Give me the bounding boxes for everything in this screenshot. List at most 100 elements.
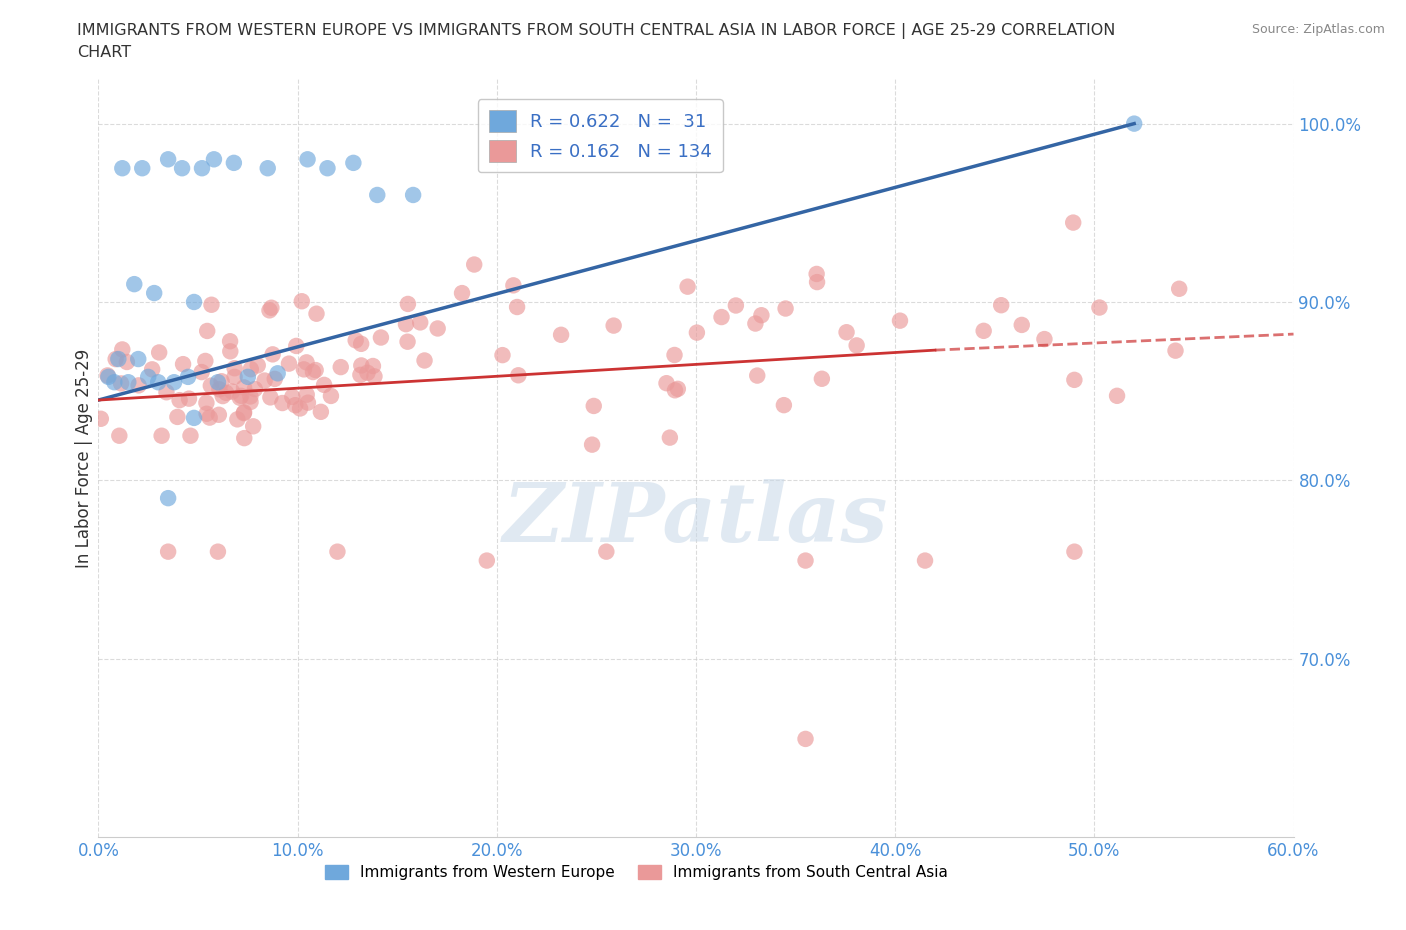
Point [602,318,624,333]
Point [426,321,449,336]
Point [409,315,432,330]
Point [413,353,436,368]
Point [211,374,233,389]
Point [506,299,529,314]
Point [305,363,328,378]
Point [363,369,385,384]
Point [191,161,214,176]
Point [491,348,513,363]
Text: ZIPatlas: ZIPatlas [503,479,889,559]
Point [215,385,238,400]
Point [350,337,373,352]
Point [96,368,118,383]
Point [131,161,153,176]
Point [219,334,242,349]
Point [141,362,163,377]
Point [219,344,242,359]
Point [291,294,314,309]
Point [157,491,180,506]
Point [295,355,318,370]
Point [150,429,173,444]
Point [794,553,817,568]
Point [305,306,328,321]
Point [115,354,138,369]
Point [664,383,686,398]
Point [395,317,418,332]
Point [190,365,212,379]
Point [239,362,262,377]
Point [194,353,217,368]
Point [550,327,572,342]
Point [198,410,221,425]
Point [177,392,200,406]
Point [349,367,371,382]
Point [224,361,246,376]
Point [747,368,769,383]
Point [155,385,177,400]
Point [581,437,603,452]
Point [169,392,191,407]
Point [208,407,231,422]
Point [666,381,689,396]
Point [183,410,205,425]
Point [221,384,243,399]
Point [1063,372,1085,387]
Point [104,352,127,366]
Point [256,161,278,176]
Point [914,553,936,568]
Point [103,375,125,390]
Point [148,345,170,360]
Point [262,347,284,362]
Point [108,429,131,444]
Point [97,369,120,384]
Point [259,303,281,318]
Point [402,188,425,203]
Point [157,152,180,166]
Point [1033,332,1056,347]
Point [1105,389,1128,404]
Point [724,298,747,312]
Point [259,390,281,405]
Point [285,339,308,353]
Point [111,161,134,176]
Point [326,544,349,559]
Point [676,279,699,294]
Point [233,431,256,445]
Point [110,376,132,391]
Point [451,286,474,300]
Point [107,352,129,366]
Point [990,298,1012,312]
Point [200,379,222,393]
Point [973,324,995,339]
Point [1123,116,1146,131]
Point [350,358,373,373]
Point [128,378,150,392]
Point [211,389,233,404]
Point [811,371,834,386]
Point [773,398,796,413]
Point [208,382,231,397]
Point [344,333,367,348]
Point [243,381,266,396]
Text: IMMIGRANTS FROM WESTERN EUROPE VS IMMIGRANTS FROM SOUTH CENTRAL ASIA IN LABOR FO: IMMIGRANTS FROM WESTERN EUROPE VS IMMIGR… [77,23,1116,39]
Point [356,365,378,380]
Point [183,295,205,310]
Point [835,325,858,339]
Point [224,369,246,384]
Point [655,376,678,391]
Point [207,375,229,390]
Point [710,310,733,325]
Point [232,405,254,420]
Point [163,375,186,390]
Text: CHART: CHART [77,45,131,60]
Point [288,401,311,416]
Point [595,544,617,559]
Point [231,389,253,404]
Point [229,391,252,405]
Point [172,357,194,372]
Point [475,553,498,568]
Point [658,431,681,445]
Point [316,161,339,176]
Point [463,257,485,272]
Point [686,326,709,340]
